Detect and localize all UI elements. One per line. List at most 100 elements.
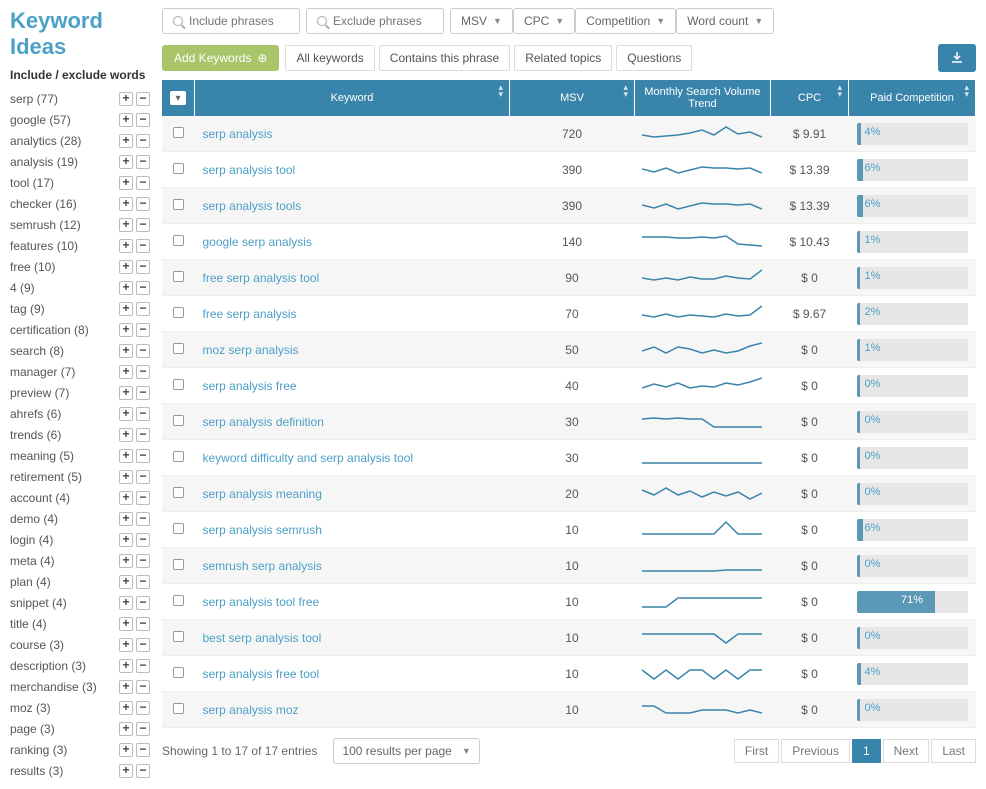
include-phrases-input[interactable] [162, 8, 300, 34]
include-button[interactable]: + [119, 764, 133, 778]
row-checkbox[interactable] [173, 235, 184, 246]
exclude-button[interactable]: − [136, 239, 150, 253]
keyword-link[interactable]: serp analysis [203, 127, 273, 141]
row-checkbox[interactable] [173, 595, 184, 606]
row-checkbox[interactable] [173, 487, 184, 498]
tab-questions[interactable]: Questions [616, 45, 692, 71]
exclude-button[interactable]: − [136, 281, 150, 295]
download-button[interactable] [938, 44, 976, 72]
include-button[interactable]: + [119, 428, 133, 442]
filter-msv[interactable]: MSV ▼ [450, 8, 513, 34]
row-checkbox[interactable] [173, 307, 184, 318]
include-button[interactable]: + [119, 239, 133, 253]
exclude-button[interactable]: − [136, 323, 150, 337]
include-button[interactable]: + [119, 575, 133, 589]
filter-word-count[interactable]: Word count ▼ [676, 8, 774, 34]
include-button[interactable]: + [119, 365, 133, 379]
keyword-link[interactable]: google serp analysis [203, 235, 312, 249]
page-1-button[interactable]: 1 [852, 739, 881, 763]
include-button[interactable]: + [119, 449, 133, 463]
exclude-button[interactable]: − [136, 344, 150, 358]
row-checkbox[interactable] [173, 667, 184, 678]
include-button[interactable]: + [119, 134, 133, 148]
row-checkbox[interactable] [173, 343, 184, 354]
exclude-button[interactable]: − [136, 533, 150, 547]
include-button[interactable]: + [119, 596, 133, 610]
exclude-button[interactable]: − [136, 722, 150, 736]
exclude-button[interactable]: − [136, 617, 150, 631]
include-button[interactable]: + [119, 344, 133, 358]
include-button[interactable]: + [119, 659, 133, 673]
keyword-link[interactable]: moz serp analysis [203, 343, 299, 357]
keyword-link[interactable]: serp analysis tools [203, 199, 302, 213]
exclude-button[interactable]: − [136, 365, 150, 379]
add-keywords-button[interactable]: Add Keywords⊕ [162, 45, 279, 71]
keyword-link[interactable]: serp analysis tool free [203, 595, 320, 609]
keyword-link[interactable]: free serp analysis tool [203, 271, 320, 285]
exclude-button[interactable]: − [136, 680, 150, 694]
keyword-link[interactable]: serp analysis tool [203, 163, 296, 177]
keyword-link[interactable]: serp analysis moz [203, 703, 299, 717]
row-checkbox[interactable] [173, 415, 184, 426]
exclude-button[interactable]: − [136, 638, 150, 652]
exclude-button[interactable]: − [136, 659, 150, 673]
exclude-button[interactable]: − [136, 491, 150, 505]
keyword-link[interactable]: semrush serp analysis [203, 559, 322, 573]
exclude-button[interactable]: − [136, 386, 150, 400]
include-button[interactable]: + [119, 617, 133, 631]
pc-column-header[interactable]: Paid Competition▴▾ [849, 80, 976, 116]
row-checkbox[interactable] [173, 703, 184, 714]
include-button[interactable]: + [119, 554, 133, 568]
exclude-button[interactable]: − [136, 197, 150, 211]
exclude-button[interactable]: − [136, 512, 150, 526]
keyword-link[interactable]: serp analysis free [203, 379, 297, 393]
exclude-button[interactable]: − [136, 113, 150, 127]
select-all-column[interactable]: ▾ [162, 80, 195, 116]
include-button[interactable]: + [119, 92, 133, 106]
previous-button[interactable]: Previous [781, 739, 850, 763]
exclude-phrases-input[interactable] [306, 8, 444, 34]
include-button[interactable]: + [119, 302, 133, 316]
exclude-button[interactable]: − [136, 218, 150, 232]
exclude-button[interactable]: − [136, 575, 150, 589]
filter-competition[interactable]: Competition ▼ [575, 8, 676, 34]
keyword-link[interactable]: serp analysis meaning [203, 487, 322, 501]
trend-column-header[interactable]: Monthly Search Volume Trend [634, 80, 770, 116]
row-checkbox[interactable] [173, 559, 184, 570]
cpc-column-header[interactable]: CPC▴▾ [770, 80, 848, 116]
row-checkbox[interactable] [173, 271, 184, 282]
include-button[interactable]: + [119, 491, 133, 505]
include-button[interactable]: + [119, 743, 133, 757]
include-button[interactable]: + [119, 407, 133, 421]
tab-related-topics[interactable]: Related topics [514, 45, 612, 71]
exclude-button[interactable]: − [136, 176, 150, 190]
include-button[interactable]: + [119, 680, 133, 694]
msv-column-header[interactable]: MSV▴▾ [510, 80, 635, 116]
exclude-button[interactable]: − [136, 470, 150, 484]
exclude-button[interactable]: − [136, 743, 150, 757]
include-button[interactable]: + [119, 260, 133, 274]
tab-all-keywords[interactable]: All keywords [285, 45, 374, 71]
include-button[interactable]: + [119, 701, 133, 715]
last-button[interactable]: Last [931, 739, 976, 763]
exclude-button[interactable]: − [136, 428, 150, 442]
keyword-link[interactable]: serp analysis free tool [203, 667, 320, 681]
exclude-button[interactable]: − [136, 449, 150, 463]
row-checkbox[interactable] [173, 451, 184, 462]
next-button[interactable]: Next [883, 739, 930, 763]
exclude-button[interactable]: − [136, 92, 150, 106]
include-button[interactable]: + [119, 218, 133, 232]
include-button[interactable]: + [119, 197, 133, 211]
exclude-button[interactable]: − [136, 701, 150, 715]
include-button[interactable]: + [119, 386, 133, 400]
include-button[interactable]: + [119, 113, 133, 127]
tab-contains-this-phrase[interactable]: Contains this phrase [379, 45, 510, 71]
row-checkbox[interactable] [173, 523, 184, 534]
include-button[interactable]: + [119, 638, 133, 652]
keyword-link[interactable]: serp analysis definition [203, 415, 324, 429]
exclude-button[interactable]: − [136, 554, 150, 568]
include-button[interactable]: + [119, 155, 133, 169]
filter-cpc[interactable]: CPC ▼ [513, 8, 575, 34]
keyword-column-header[interactable]: Keyword▴▾ [195, 80, 510, 116]
include-button[interactable]: + [119, 323, 133, 337]
